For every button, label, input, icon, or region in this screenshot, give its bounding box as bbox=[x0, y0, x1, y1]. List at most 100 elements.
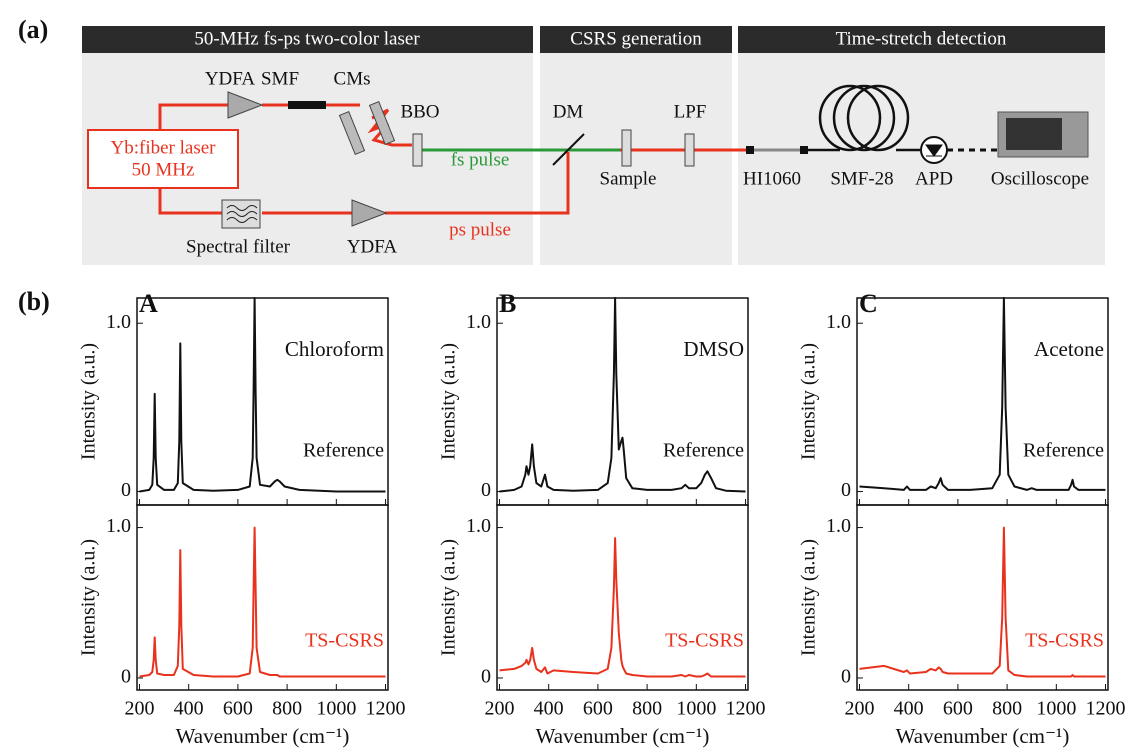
component-label: YDFA bbox=[205, 68, 256, 89]
series-label: Reference bbox=[663, 440, 744, 462]
component-label: SMF-28 bbox=[830, 168, 893, 189]
component-label: Spectral filter bbox=[186, 236, 291, 257]
x-axis-label: Wavenumber (cm⁻¹) bbox=[536, 724, 710, 748]
sample bbox=[621, 129, 632, 167]
lpf bbox=[684, 133, 695, 167]
connector bbox=[746, 146, 754, 154]
y-tick-label: 1.0 bbox=[466, 311, 491, 333]
y-tick-label: 1.0 bbox=[466, 515, 491, 537]
section-bg bbox=[540, 52, 732, 265]
plot-frame bbox=[856, 504, 1109, 691]
laser-label: 50 MHz bbox=[132, 159, 195, 180]
spectrum-line bbox=[499, 297, 746, 493]
mirror bbox=[368, 101, 396, 145]
series-label: TS-CSRS bbox=[665, 630, 744, 652]
filter bbox=[221, 199, 261, 229]
y-tick-label: 1.0 bbox=[106, 311, 131, 333]
component-label: LPF bbox=[674, 101, 707, 122]
section-header bbox=[82, 26, 533, 53]
y-axis-label: Intensity (a.u.) bbox=[798, 343, 820, 460]
component-label: Sample bbox=[600, 168, 657, 189]
annotation: Acetone bbox=[1034, 337, 1104, 361]
plot-frame bbox=[136, 504, 389, 691]
y-tick-label: 0 bbox=[841, 479, 851, 501]
laser-box bbox=[87, 129, 239, 189]
section-bg bbox=[738, 52, 1105, 265]
series-label: Reference bbox=[303, 440, 384, 462]
x-tick-label: 400 bbox=[894, 698, 924, 720]
y-tick-label: 0 bbox=[121, 666, 131, 688]
section-title: 50-MHz fs-ps two-color laser bbox=[194, 28, 420, 49]
component-label: Oscilloscope bbox=[991, 168, 1089, 189]
y-tick-label: 1.0 bbox=[826, 311, 851, 333]
beam-label: ps pulse bbox=[449, 219, 511, 240]
y-axis-label: Intensity (a.u.) bbox=[438, 343, 460, 460]
y-tick-label: 0 bbox=[841, 666, 851, 688]
laser-label: Yb:fiber laser bbox=[111, 137, 217, 158]
series-label: TS-CSRS bbox=[1025, 630, 1104, 652]
y-tick-label: 1.0 bbox=[106, 515, 131, 537]
chart-label: A bbox=[139, 289, 158, 318]
x-tick-label: 800 bbox=[992, 698, 1022, 720]
component-label: HI1060 bbox=[743, 168, 801, 189]
y-axis-label: Intensity (a.u.) bbox=[78, 539, 100, 656]
component-label: SMF bbox=[261, 68, 299, 89]
panel-label: (a) bbox=[18, 15, 48, 44]
section-title: CSRS generation bbox=[570, 28, 702, 49]
x-axis-label: Wavenumber (cm⁻¹) bbox=[176, 724, 350, 748]
x-tick-label: 1000 bbox=[676, 698, 716, 720]
x-tick-label: 200 bbox=[124, 698, 154, 720]
spectrum-line bbox=[139, 297, 386, 493]
x-tick-label: 600 bbox=[223, 698, 253, 720]
chart-label: B bbox=[499, 289, 516, 318]
annotation: Chloroform bbox=[285, 337, 384, 361]
x-tick-label: 1200 bbox=[726, 698, 766, 720]
x-tick-label: 1200 bbox=[366, 698, 406, 720]
chart-label: C bbox=[859, 289, 878, 318]
filter-icon bbox=[226, 205, 258, 223]
x-tick-label: 1000 bbox=[1036, 698, 1076, 720]
plot-frame bbox=[496, 504, 749, 691]
series-label: Reference bbox=[1023, 440, 1104, 462]
fiber-spool bbox=[808, 84, 920, 152]
connector bbox=[800, 146, 808, 154]
x-tick-label: 200 bbox=[484, 698, 514, 720]
x-tick-label: 1200 bbox=[1086, 698, 1126, 720]
dichroic bbox=[552, 133, 585, 166]
x-axis-label: Wavenumber (cm⁻¹) bbox=[896, 724, 1070, 748]
spectrum-line bbox=[859, 526, 1106, 678]
y-axis-label: Intensity (a.u.) bbox=[438, 539, 460, 656]
x-tick-label: 600 bbox=[943, 698, 973, 720]
section-title: Time-stretch detection bbox=[836, 28, 1007, 49]
spectrum-line bbox=[139, 526, 386, 678]
spectrum-line bbox=[499, 537, 746, 678]
y-tick-label: 1.0 bbox=[826, 515, 851, 537]
x-tick-label: 600 bbox=[583, 698, 613, 720]
annotation: DMSO bbox=[683, 337, 744, 361]
panel-label: (b) bbox=[18, 287, 50, 316]
spectrum-line bbox=[859, 297, 1106, 491]
crystal bbox=[412, 133, 423, 167]
x-tick-label: 800 bbox=[272, 698, 302, 720]
diode bbox=[925, 144, 943, 157]
diagram: (a) 50-MHz fs-ps two-color laser CSRS ge… bbox=[18, 15, 1105, 316]
section-header bbox=[540, 26, 732, 53]
y-tick-label: 0 bbox=[481, 479, 491, 501]
series-label: TS-CSRS bbox=[305, 630, 384, 652]
plot-frame bbox=[856, 297, 1109, 506]
x-tick-label: 400 bbox=[174, 698, 204, 720]
x-tick-label: 1000 bbox=[316, 698, 356, 720]
y-tick-label: 0 bbox=[481, 666, 491, 688]
fiber bbox=[288, 101, 326, 109]
mirror bbox=[338, 111, 366, 155]
component-label: APD bbox=[915, 168, 953, 189]
y-axis-label: Intensity (a.u.) bbox=[798, 539, 820, 656]
y-axis-label: Intensity (a.u.) bbox=[78, 343, 100, 460]
component-label: DM bbox=[553, 101, 584, 122]
plot-frame bbox=[136, 297, 389, 506]
y-tick-label: 0 bbox=[121, 479, 131, 501]
section-header bbox=[738, 26, 1105, 53]
amplifier bbox=[351, 199, 388, 227]
component-label: YDFA bbox=[347, 236, 398, 257]
